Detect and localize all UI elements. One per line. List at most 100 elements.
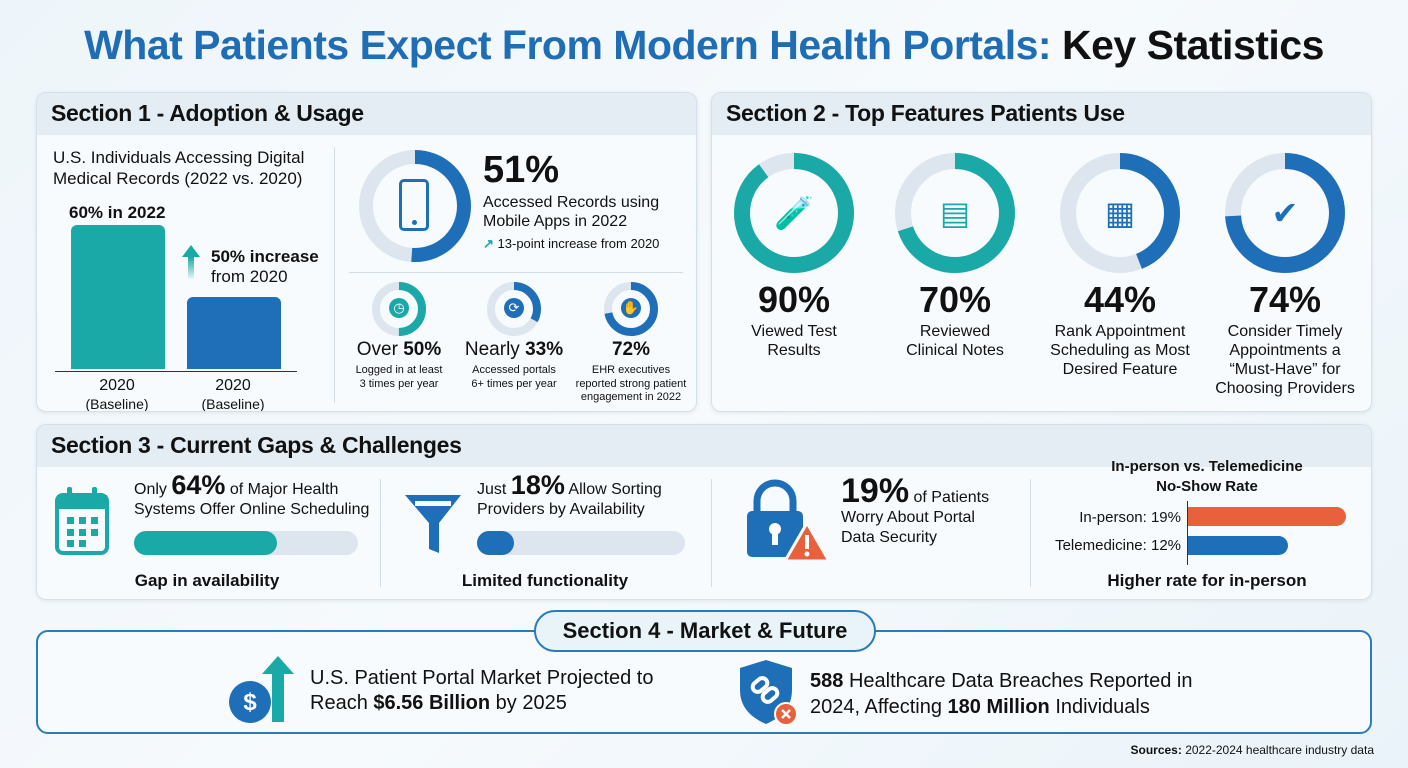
- stat-value: 72%: [611, 339, 651, 360]
- increase-arrow-icon: [182, 245, 200, 257]
- feature-label: Viewed Test: [751, 323, 837, 340]
- scheduling-progress-bar: [134, 531, 358, 555]
- noshow-label: Telemedicine: 12%: [1055, 537, 1181, 554]
- feature-donut: [734, 153, 854, 273]
- test-tube-icon: 🧪: [774, 194, 814, 232]
- stat-desc: 3 times per year: [359, 377, 439, 390]
- donut-fill: [359, 150, 471, 262]
- divider: [334, 147, 335, 403]
- section-1-heading: Section 1 - Adoption & Usage: [37, 93, 696, 135]
- feature-label: Desired Feature: [1062, 361, 1178, 378]
- section-4-heading: Section 4 - Market & Future: [534, 610, 876, 652]
- feature-value: 74%: [1248, 279, 1322, 320]
- market-text: U.S. Patient Portal Market Projected to: [310, 667, 654, 689]
- breach-count: 588: [810, 670, 844, 692]
- sorting-caption: Limited functionality: [461, 571, 629, 590]
- feature-donut: [1225, 153, 1345, 273]
- stat-desc: Accessed portals: [472, 364, 556, 376]
- sources-label: Sources:: [1130, 743, 1182, 757]
- increase-arrow-stem: [188, 257, 194, 279]
- clock-check-icon: ✔: [1271, 194, 1299, 232]
- filter-funnel-icon: [405, 495, 461, 553]
- stat-donut: [372, 282, 426, 336]
- dollar-growth-icon: $: [229, 656, 294, 723]
- stat-donut: [487, 282, 541, 336]
- donut-fill: [1060, 153, 1180, 273]
- breach-affected: 180 Million: [947, 696, 1050, 718]
- feature-label: Results: [767, 342, 821, 359]
- divider: [711, 479, 712, 587]
- feature-label: Consider Timely: [1227, 323, 1343, 340]
- page-title: What Patients Expect From Modern Health …: [84, 22, 1324, 68]
- bar-axis: [55, 371, 297, 372]
- stat-desc: Logged in at least: [355, 364, 443, 376]
- stat-prefix: Over: [356, 339, 398, 360]
- feature-label: Rank Appointment: [1054, 323, 1186, 340]
- noshow-axis: [1187, 501, 1188, 565]
- document-icon: ▤: [939, 194, 971, 232]
- increase-sub: from 2020: [211, 267, 288, 286]
- lock-warning-icon: [747, 479, 832, 563]
- feature-label: Appointments a: [1229, 342, 1341, 359]
- market-text: by 2025: [495, 692, 567, 714]
- donut-fill: [604, 282, 658, 336]
- scheduling-value: 64%: [171, 470, 226, 500]
- clock-icon: ◷: [389, 298, 409, 318]
- mobile-donut: [359, 150, 471, 262]
- stat-value: 33%: [525, 339, 564, 360]
- svg-text:$: $: [243, 689, 257, 716]
- security-text: of Patients: [913, 489, 990, 506]
- breach-text: Individuals: [1055, 696, 1150, 718]
- sources-text: 2022-2024 healthcare industry data: [1185, 743, 1374, 757]
- trend-up-icon: ↗: [483, 236, 494, 251]
- market-text: Reach: [310, 692, 368, 714]
- smartphone-icon: [399, 179, 429, 231]
- bar-top-label: 60% in 2022: [69, 203, 166, 222]
- scheduling-text: of Major Health: [229, 481, 339, 498]
- stat-desc: reported strong patient: [575, 377, 687, 390]
- noshow-title: No-Show Rate: [1156, 478, 1258, 495]
- sorting-text: Allow Sorting: [568, 481, 662, 498]
- section-3-heading: Section 3 - Current Gaps & Challenges: [37, 425, 1371, 467]
- refresh-icon: ⟳: [504, 298, 524, 318]
- donut-fill: [734, 153, 854, 273]
- noshow-bar-telemedicine: [1188, 536, 1288, 555]
- calendar-icon: [55, 487, 109, 555]
- noshow-label: In-person: 19%: [1079, 509, 1181, 526]
- feature-label: Scheduling as Most: [1050, 342, 1190, 359]
- feature-label: Choosing Providers: [1215, 380, 1355, 397]
- feature-value: 90%: [757, 279, 831, 320]
- bar-chart-title: U.S. Individuals Accessing Digital Medic…: [53, 148, 305, 188]
- mobile-desc: Mobile Apps in 2022: [483, 213, 628, 230]
- divider: [349, 272, 683, 273]
- divider: [1030, 479, 1031, 587]
- breach-text: 2024, Affecting: [810, 696, 942, 718]
- section-1-panel: Section 1 - Adoption & Usage U.S. Indivi…: [36, 92, 697, 412]
- section-2-heading: Section 2 - Top Features Patients Use: [712, 93, 1371, 135]
- feature-label: “Must-Have” for: [1229, 361, 1341, 378]
- donut-fill: [1225, 153, 1345, 273]
- feature-label: Reviewed: [919, 323, 991, 340]
- sorting-value: 18%: [510, 470, 565, 500]
- security-text: Worry About Portal: [841, 509, 975, 526]
- handshake-icon: ✋: [621, 298, 641, 318]
- stat-prefix: Nearly: [464, 339, 520, 360]
- mobile-desc: Accessed Records using: [483, 194, 660, 211]
- feature-donut: [1060, 153, 1180, 273]
- section-2-panel: Section 2 - Top Features Patients Use 🧪 …: [711, 92, 1372, 412]
- market-value: $6.56 Billion: [373, 692, 491, 714]
- bar-2020: [187, 297, 281, 369]
- section-3-panel: Section 3 - Current Gaps & Challenges On…: [36, 424, 1372, 600]
- sorting-text: Providers by Availability: [477, 501, 645, 518]
- stat-value: 50%: [403, 339, 442, 360]
- noshow-caption: Higher rate for in-person: [1107, 571, 1307, 590]
- stat-desc: EHR executives: [591, 364, 671, 376]
- calendar-icon: ▦: [1104, 194, 1136, 232]
- feature-value: 70%: [918, 279, 992, 320]
- sorting-text: Just: [477, 481, 507, 498]
- bar-2022: [71, 225, 165, 369]
- donut-fill: [372, 282, 426, 336]
- bar-label: 2020: [99, 377, 135, 394]
- feature-label: Clinical Notes: [906, 342, 1004, 359]
- feature-donut: [895, 153, 1015, 273]
